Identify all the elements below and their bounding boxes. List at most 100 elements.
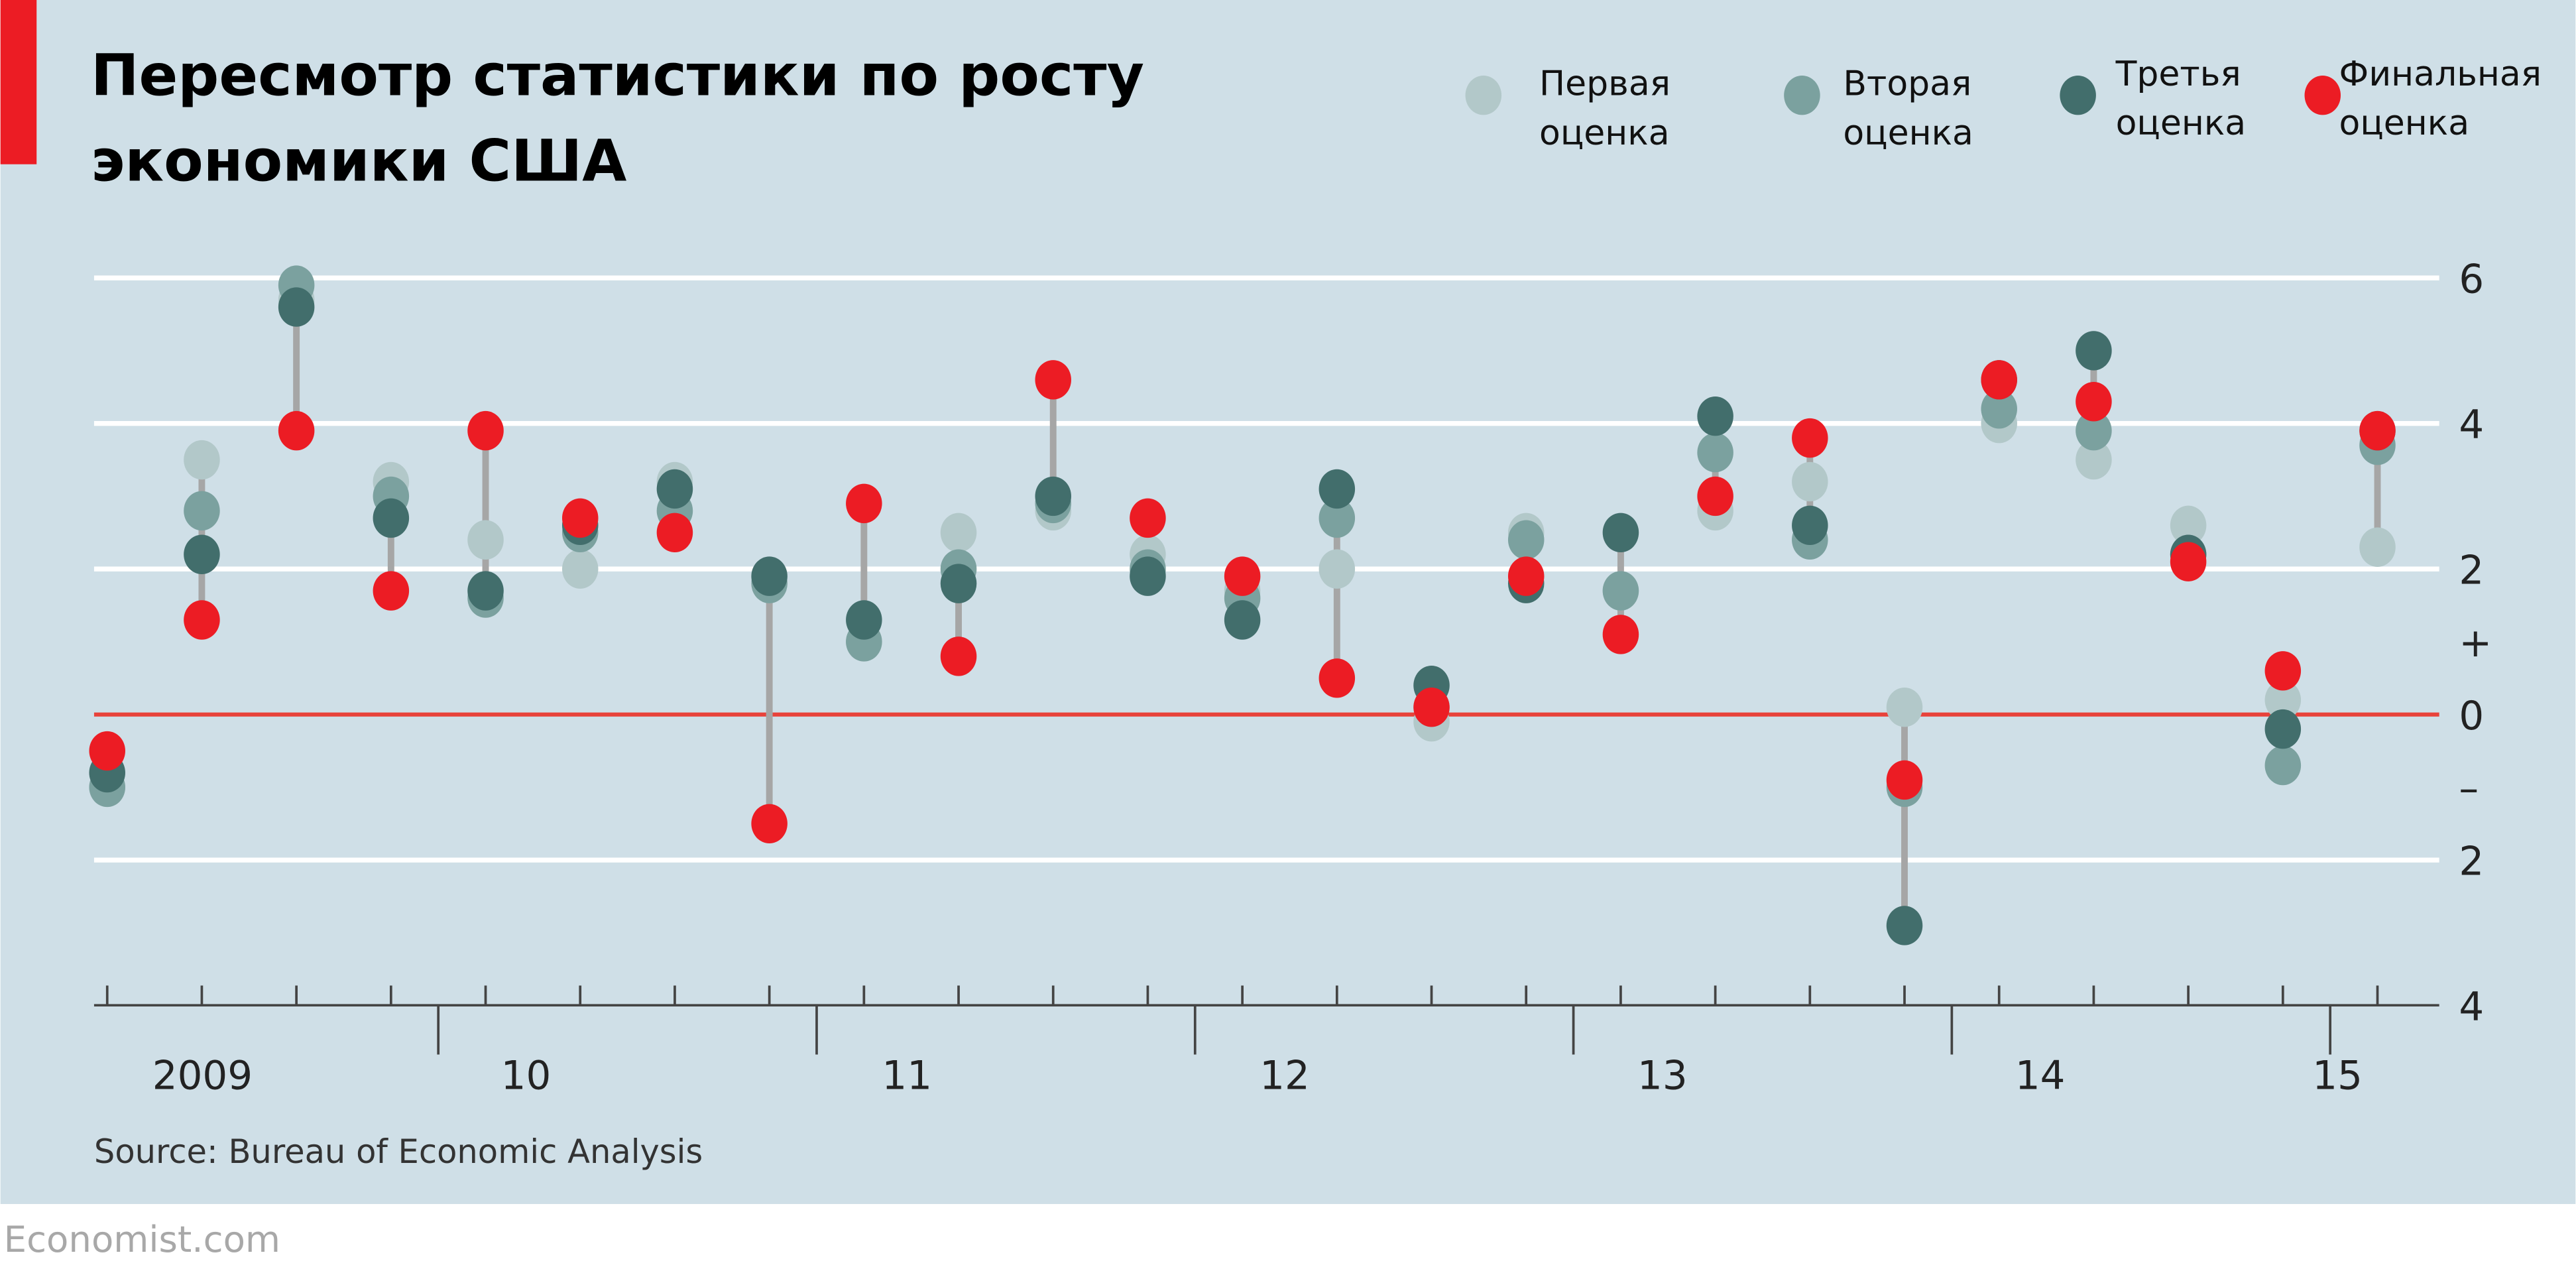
y-tick-label: 2 [2459, 839, 2484, 884]
point-third-estimate [1224, 600, 1261, 640]
legend: Первая оценка Вторая оценка Третья оценка Фина… [1465, 54, 2542, 153]
point-third-estimate [1035, 476, 1071, 516]
year-label: 13 [1637, 1054, 1688, 1099]
point-third-estimate [2076, 331, 2112, 371]
y-tick-label: 2 [2459, 548, 2484, 593]
point-second-estimate [1318, 498, 1356, 538]
point-final-estimate [373, 571, 410, 611]
point-final-estimate [1697, 476, 1733, 516]
legend-label-first: Первая [1539, 64, 1670, 104]
point-final-estimate [561, 498, 599, 538]
legend-marker-first [1465, 75, 1502, 115]
point-final-estimate [184, 600, 220, 640]
point-final-estimate [1130, 498, 1166, 538]
source-note: Source: Bureau of Economic Analysis [94, 1132, 703, 1171]
point-final-estimate [1507, 556, 1545, 596]
point-final-estimate [467, 410, 504, 451]
point-first-estimate [2264, 680, 2302, 720]
point-final-estimate [2076, 382, 2112, 422]
year-label: 15 [2312, 1054, 2363, 1099]
point-second-estimate [1697, 432, 1733, 473]
point-final-estimate [1981, 360, 2017, 400]
point-final-estimate [656, 513, 693, 553]
point-final-estimate [2359, 410, 2396, 451]
point-first-estimate [1318, 549, 1356, 589]
point-first-estimate [2170, 505, 2207, 546]
y-tick-label: 4 [2459, 985, 2484, 1030]
legend-label-first-line2: оценка [1539, 113, 1670, 153]
point-second-estimate [2264, 745, 2302, 786]
point-first-estimate [2076, 440, 2112, 480]
chart-title-line2: экономики США [91, 129, 626, 195]
point-final-estimate [940, 636, 977, 676]
chart-background [0, 0, 2576, 1204]
point-third-estimate [467, 571, 504, 611]
point-first-estimate [940, 513, 977, 553]
point-first-estimate [1792, 461, 1828, 502]
legend-label-third-line2: оценка [2116, 103, 2247, 143]
y-tick-label: 4 [2459, 402, 2484, 448]
point-third-estimate [1318, 469, 1356, 509]
brand-red-bar [0, 0, 37, 164]
point-first-estimate [561, 549, 599, 589]
point-final-estimate [2170, 542, 2207, 581]
point-final-estimate [1792, 418, 1828, 458]
legend-label-third: Третья [2115, 54, 2241, 94]
point-third-estimate [1130, 556, 1166, 596]
point-second-estimate [184, 491, 220, 531]
point-final-estimate [1602, 615, 1639, 654]
y-tick-label: 0 [2459, 694, 2484, 739]
point-second-estimate [2076, 410, 2112, 451]
point-final-estimate [1035, 360, 1071, 400]
point-third-estimate [1792, 505, 1828, 546]
data-points [89, 265, 2396, 945]
legend-marker-third [2060, 75, 2096, 115]
point-third-estimate [1602, 513, 1639, 553]
x-axis: 2009 10 11 12 13 14 15 [93, 985, 2439, 1099]
legend-label-second: Вторая [1843, 64, 1971, 104]
point-third-estimate [184, 534, 220, 574]
legend-marker-second [1784, 75, 1820, 115]
point-final-estimate [1224, 556, 1261, 596]
point-first-estimate [467, 520, 504, 560]
point-third-estimate [940, 564, 977, 603]
y-tick-label: 6 [2459, 257, 2484, 302]
point-second-estimate [1602, 571, 1639, 611]
point-final-estimate [1413, 687, 1450, 727]
point-final-estimate [1318, 658, 1356, 698]
point-final-estimate [751, 804, 788, 844]
point-final-estimate [89, 731, 125, 771]
legend-label-final-line2: оценка [2339, 103, 2470, 143]
economist-brand: Economist.com [4, 1218, 280, 1260]
y-tick-label: + [2459, 621, 2492, 666]
point-first-estimate [1886, 687, 1923, 727]
point-third-estimate [1886, 906, 1923, 945]
point-third-estimate [1697, 396, 1733, 436]
point-second-estimate [1507, 520, 1545, 560]
point-final-estimate [846, 483, 882, 524]
year-label: 10 [501, 1054, 552, 1099]
year-label: 2009 [152, 1054, 253, 1099]
y-tick-label: – [2459, 766, 2479, 812]
point-third-estimate [278, 287, 315, 327]
point-third-estimate [656, 469, 693, 509]
point-final-estimate [2264, 651, 2302, 691]
point-second-estimate [1981, 389, 2017, 429]
legend-label-final: Финальная [2339, 54, 2542, 94]
chart-title-line1: Пересмотр статистики по росту [91, 43, 1144, 109]
year-label: 11 [882, 1054, 932, 1099]
point-third-estimate [2264, 709, 2302, 749]
point-third-estimate [751, 556, 788, 596]
year-label: 12 [1259, 1054, 1310, 1099]
point-third-estimate [373, 498, 410, 538]
y-axis: 6 4 2 +0 – 2 4 [2459, 257, 2492, 1030]
point-final-estimate [278, 410, 315, 451]
point-final-estimate [1886, 760, 1923, 800]
legend-marker-final [2304, 75, 2341, 115]
legend-label-second-line2: оценка [1843, 113, 1973, 153]
point-third-estimate [846, 600, 882, 640]
year-label: 14 [2015, 1054, 2066, 1099]
point-first-estimate [2359, 527, 2396, 567]
point-first-estimate [184, 440, 220, 480]
